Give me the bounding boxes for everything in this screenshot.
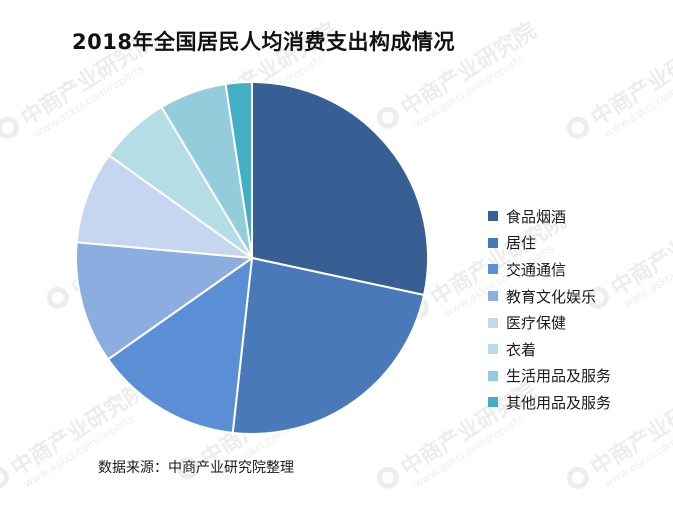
legend-swatch xyxy=(488,370,498,381)
legend-item-4: 教育文化娱乐 xyxy=(488,283,611,310)
legend-label: 生活用品及服务 xyxy=(506,367,612,386)
pie-slice-1 xyxy=(251,80,429,297)
pie-slice-4 xyxy=(75,241,255,361)
legend-label: 医疗保健 xyxy=(506,314,567,333)
legend: 食品烟酒居住交通通信教育文化娱乐 医疗保健衣着生活用品及服务 其他用品及服务 xyxy=(488,203,611,416)
legend-label: 教育文化娱乐 xyxy=(506,287,597,306)
legend-swatch xyxy=(488,291,498,302)
legend-swatch xyxy=(488,317,498,328)
legend-label: 居住 xyxy=(506,234,537,253)
legend-swatch xyxy=(488,264,498,275)
legend-item-1: 食品烟酒 xyxy=(488,203,611,230)
legend-label: 衣着 xyxy=(506,340,537,359)
legend-swatch xyxy=(488,237,498,248)
source-note: 数据来源：中商产业研究院整理 xyxy=(98,460,294,476)
legend-item-3: 交通通信 xyxy=(488,256,611,283)
legend-item-8: 其他用品及服务 xyxy=(488,389,611,416)
legend-label: 交通通信 xyxy=(506,260,567,279)
legend-item-2: 居住 xyxy=(488,230,611,257)
legend-label: 其他用品及服务 xyxy=(506,393,612,412)
legend-swatch xyxy=(488,397,498,408)
pie-slice-8 xyxy=(224,80,253,259)
pie-slice-3 xyxy=(106,255,254,435)
pie-slice-2 xyxy=(231,256,426,435)
legend-swatch xyxy=(488,211,498,222)
pie-slice-5 xyxy=(75,153,256,260)
legend-item-6: 衣着 xyxy=(488,336,611,363)
legend-item-5: 医疗保健 xyxy=(488,309,611,336)
legend-label: 食品烟酒 xyxy=(506,207,567,226)
chart-title: 2018年全国居民人均消费支出构成情况 xyxy=(72,30,455,54)
legend-item-7: 生活用品及服务 xyxy=(488,363,611,390)
legend-swatch xyxy=(488,344,498,355)
